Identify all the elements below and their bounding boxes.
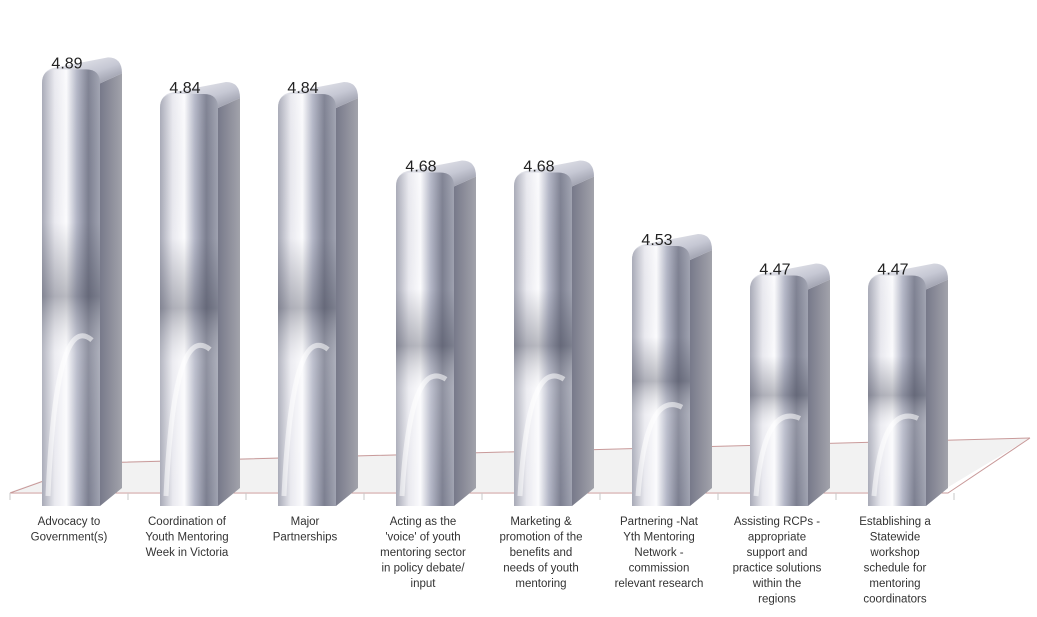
bar-value-label: 4.89	[51, 55, 82, 72]
category-ticks	[9, 493, 955, 500]
bar-value-label: 4.84	[169, 80, 200, 97]
category-label: Establishing a Statewide workshop schedule …	[859, 516, 931, 606]
category-label: Assisting RCPs -appropriate support and pr…	[733, 516, 822, 606]
data-labels: 4.89 4.84 4.84 4.68 4.68 4.53 4.47 4.47	[51, 55, 908, 278]
bar-value-label: 4.84	[287, 80, 318, 97]
bar-value-label: 4.47	[759, 261, 790, 278]
category-label: Marketing & promotion of the benefits and n…	[499, 516, 582, 590]
bar	[632, 234, 712, 506]
bar	[42, 57, 122, 506]
bar-value-label: 4.68	[523, 158, 554, 175]
category-label: Major Partnerships	[273, 516, 338, 544]
bar-value-label: 4.47	[877, 261, 908, 278]
bars	[42, 57, 948, 507]
category-label: Partnering -Nat Yth Mentoring Network -com…	[615, 516, 704, 590]
category-label: Advocacy to Government(s)	[31, 516, 108, 544]
bar	[160, 81, 240, 507]
bar	[396, 160, 476, 506]
bar-value-label: 4.68	[405, 158, 436, 175]
bar	[514, 160, 594, 506]
category-labels: Advocacy to Government(s) Coordination of Y…	[31, 516, 932, 606]
bar	[750, 263, 830, 506]
category-label: Acting as the'voice' of youth mentoring s…	[380, 516, 466, 590]
category-label: Coordination of Youth Mentoring Week in Vi…	[145, 516, 229, 559]
bar	[868, 263, 948, 506]
bar	[278, 81, 358, 507]
bar-value-label: 4.53	[641, 232, 672, 249]
